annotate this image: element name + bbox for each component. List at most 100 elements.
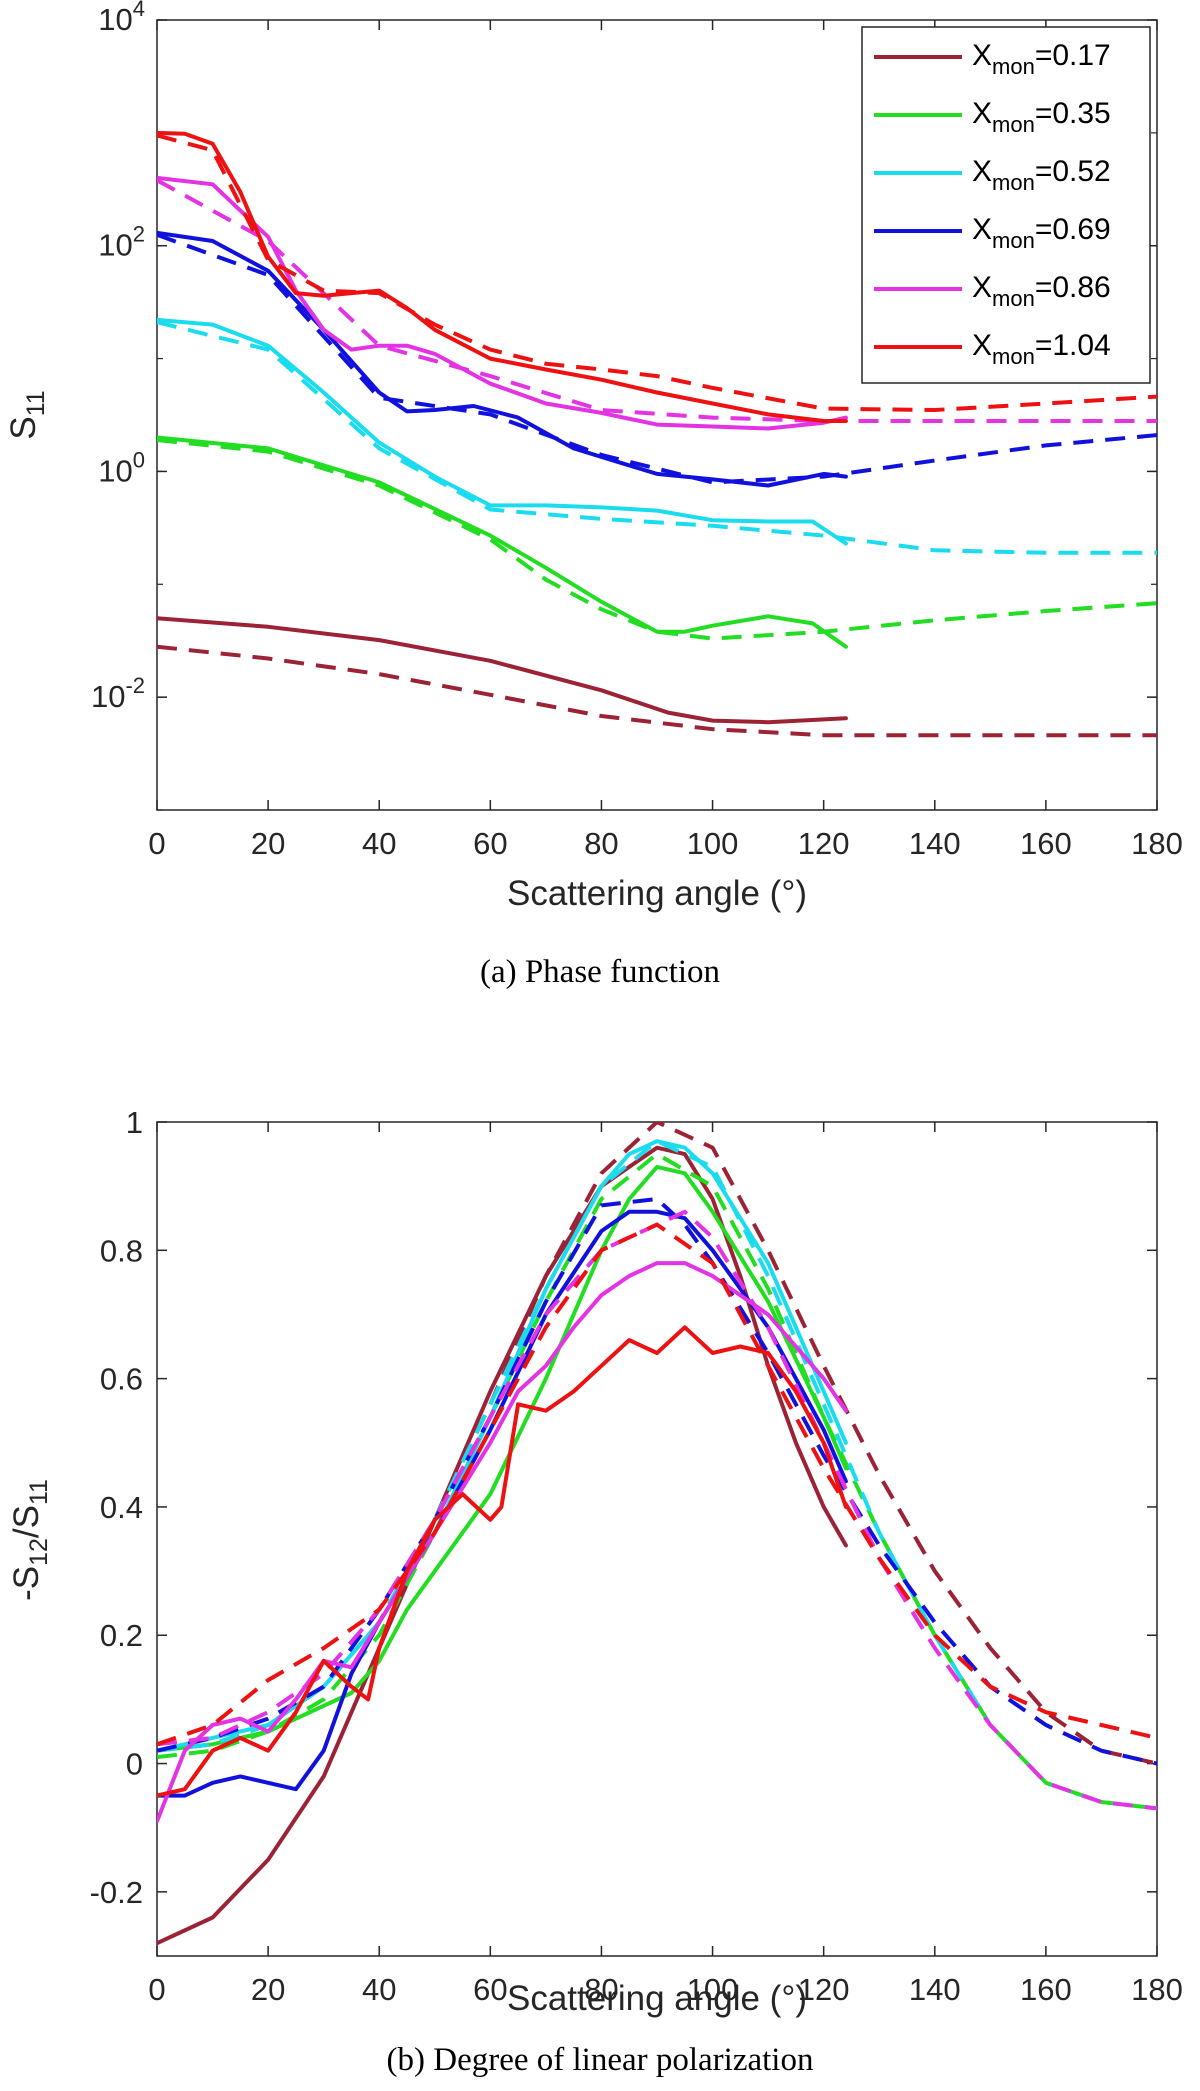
series-dashed-line-2 (157, 320, 1157, 555)
y-tick-label: 0.6 (100, 1362, 143, 1397)
y-tick-exponent: 4 (133, 0, 145, 21)
legend-entry-value: =0.17 (1035, 39, 1111, 72)
y-axis-label-sub: 12 (25, 1538, 53, 1566)
plot-area-b (156, 1121, 1158, 1957)
series-group-a (157, 130, 1157, 738)
x-tick-label: 140 (909, 1972, 961, 2007)
y-tick-base: 10 (98, 453, 132, 488)
y-tick-label: 0.8 (100, 1233, 143, 1268)
series-solid-line-3 (157, 230, 848, 488)
y-tick-label: 0.2 (100, 1618, 143, 1653)
x-tick-label: 80 (584, 1972, 618, 2007)
x-axis-label: Scattering angle (°) (507, 874, 807, 913)
legend-entry-main: X (972, 39, 992, 72)
series-solid-line-2 (157, 317, 848, 546)
legend-entry-sub: mon (992, 344, 1035, 369)
phase-function-panel: 0 20 40 60 80 100 120 140 160 18010-2100102104Sca… (4, 0, 1183, 990)
x-tick-label: 40 (362, 1972, 396, 2007)
polarization-panel: 0 20 40 60 80 100 120 140 160 180 -0.2 0 0.2 0.4 0.6 0.… (7, 1105, 1183, 2078)
y-tick-label: 0 (126, 1747, 143, 1782)
x-tick-label: 180 (1131, 1972, 1183, 2007)
legend-entry-2: Xmon=0.52 (972, 155, 1111, 195)
legend-entry-value: =1.04 (1035, 329, 1111, 362)
y-tick-label: 100 (98, 447, 145, 488)
legend-entry-3: Xmon=0.69 (972, 213, 1111, 253)
y-tick-exponent: -2 (125, 673, 145, 698)
x-tick-label: 0 (148, 1972, 165, 2007)
x-tick-label: 60 (473, 1972, 507, 2007)
legend-entry-sub: mon (992, 112, 1035, 137)
legend-entry-main: X (972, 97, 992, 130)
y-axis-label-sub: 11 (22, 390, 50, 416)
y-tick-label: 104 (98, 0, 145, 37)
legend-entry-sub: mon (992, 228, 1035, 253)
y-tick-label: 10-2 (91, 673, 145, 714)
series-dashed-line-1 (157, 1152, 1157, 1811)
legend-entry-4: Xmon=0.86 (972, 271, 1111, 311)
legend-entry-main: X (972, 271, 992, 304)
x-tick-label: 120 (798, 1972, 850, 2007)
series-solid-line-4 (157, 175, 848, 431)
series-dashed-line-0 (157, 1122, 1157, 1766)
y-axis-label: S11 (4, 390, 50, 439)
series-solid-line-0 (157, 616, 848, 725)
legend-box (861, 26, 1151, 384)
x-tick-label: 0 (148, 826, 165, 861)
series-dashed-line-0 (157, 644, 1157, 738)
y-tick-label: 1 (126, 1105, 143, 1140)
x-tick-label: 20 (251, 1972, 285, 2007)
series-dashed-line-4 (157, 178, 1157, 423)
series-solid-line-3 (157, 1209, 848, 1798)
legend-entry-value: =0.69 (1035, 213, 1111, 246)
y-tick-label: 102 (98, 222, 145, 263)
y-axis-label: -S12/S11 (7, 1479, 53, 1601)
x-tick-label: 180 (1131, 826, 1183, 861)
legend-entry-main: X (972, 329, 992, 362)
legend: Xmon=0.17Xmon=0.35Xmon=0.52Xmon=0.69Xmon… (861, 26, 1151, 384)
y-axis-label-part: -S (7, 1566, 46, 1601)
series-solid-line-1 (157, 1164, 848, 1753)
y-axis-label-sub: 11 (25, 1479, 53, 1505)
y-tick-base: 10 (98, 2, 132, 37)
x-tick-label: 120 (798, 826, 850, 861)
x-axis-label: Scattering angle (°) (507, 1979, 807, 2018)
figure-caption-a: (a) Phase function (480, 954, 720, 990)
series-solid-line-1 (157, 435, 848, 649)
legend-entry-value: =0.52 (1035, 155, 1111, 188)
series-solid-line-5 (157, 1325, 848, 1798)
series-dashed-line-3 (157, 232, 1157, 485)
x-tick-label: 80 (584, 826, 618, 861)
series-solid-line-2 (157, 1139, 848, 1753)
series-solid-line-5 (157, 130, 848, 423)
x-tick-label: 100 (687, 1972, 739, 2007)
legend-entry-sub: mon (992, 286, 1035, 311)
figure-caption-b: (b) Degree of linear polarization (387, 2042, 814, 2078)
legend-entry-sub: mon (992, 170, 1035, 195)
legend-entry-5: Xmon=1.04 (972, 329, 1111, 369)
legend-entry-sub: mon (992, 54, 1035, 79)
legend-entry-0: Xmon=0.17 (972, 39, 1111, 79)
series-solid-line-4 (157, 1261, 848, 1824)
x-tick-label: 60 (473, 826, 507, 861)
y-tick-base: 10 (98, 228, 132, 263)
series-dashed-line-1 (157, 438, 1157, 641)
legend-entry-main: X (972, 155, 992, 188)
y-tick-label: -0.2 (90, 1875, 143, 1910)
y-tick-base: 10 (91, 679, 125, 714)
series-dashed-line-3 (157, 1197, 1157, 1766)
y-axis-label-main: S (4, 416, 43, 439)
series-group-b (157, 1122, 1157, 1946)
x-tick-label: 100 (687, 826, 739, 861)
x-tick-label: 160 (1020, 1972, 1072, 2007)
series-dashed-line-5 (157, 1222, 1157, 1747)
legend-entry-value: =0.86 (1035, 271, 1111, 304)
x-tick-label: 20 (251, 826, 285, 861)
y-tick-exponent: 2 (133, 222, 145, 247)
x-tick-label: 40 (362, 826, 396, 861)
series-dashed-line-5 (157, 133, 1157, 412)
x-tick-label: 140 (909, 826, 961, 861)
y-tick-label: 0.4 (100, 1490, 143, 1525)
legend-entry-value: =0.35 (1035, 97, 1111, 130)
y-axis-label-part: /S (7, 1505, 46, 1538)
